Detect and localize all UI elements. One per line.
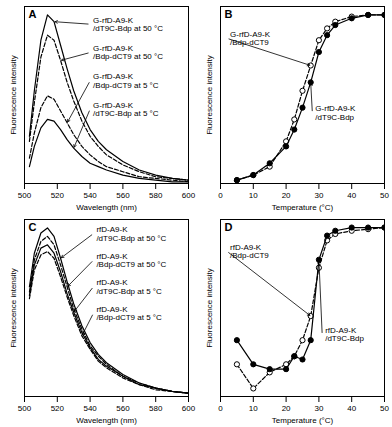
svg-text:10: 10: [249, 191, 258, 200]
svg-text:Temperature (°C): Temperature (°C): [272, 416, 334, 425]
svg-text:520: 520: [51, 404, 65, 413]
svg-text:Temperature (°C): Temperature (°C): [272, 203, 334, 212]
svg-text:G-rfD-A9-K/dT9C-Bdp at 5 °C: G-rfD-A9-K/dT9C-Bdp at 5 °C: [93, 101, 159, 118]
svg-text:G-rfD-A9-K/dT9C-Bdp: G-rfD-A9-K/dT9C-Bdp: [315, 104, 356, 121]
svg-text:A: A: [29, 8, 37, 20]
svg-text:20: 20: [282, 404, 291, 413]
svg-text:540: 540: [83, 404, 97, 413]
svg-text:560: 560: [116, 404, 130, 413]
svg-text:50: 50: [380, 404, 389, 413]
svg-text:rfD-A9-K/dT9C-Bdp at 5 °C: rfD-A9-K/dT9C-Bdp at 5 °C: [96, 278, 162, 295]
svg-text:500: 500: [18, 191, 32, 200]
svg-text:600: 600: [182, 191, 196, 200]
svg-text:Fluorescence intensity: Fluorescence intensity: [9, 55, 18, 135]
svg-text:G-rfD-A9-K/Bdp-dCT9 at 50 °C: G-rfD-A9-K/Bdp-dCT9 at 50 °C: [93, 44, 163, 61]
svg-text:580: 580: [149, 191, 163, 200]
svg-text:10: 10: [249, 404, 258, 413]
svg-text:B: B: [225, 8, 233, 20]
svg-text:0: 0: [218, 191, 223, 200]
svg-text:Wavelength (nm): Wavelength (nm): [76, 203, 137, 212]
svg-text:rfD-A9-K/Bdp-dCT9 at 50 °C: rfD-A9-K/Bdp-dCT9 at 50 °C: [96, 252, 166, 269]
svg-text:520: 520: [51, 191, 65, 200]
svg-text:rfD-A9-K/dT9C-Bdp at 50 °C: rfD-A9-K/dT9C-Bdp at 50 °C: [96, 225, 166, 242]
svg-text:0: 0: [218, 404, 223, 413]
svg-text:20: 20: [282, 191, 291, 200]
svg-text:rfD-A9-K/dT9C-Bdp: rfD-A9-K/dT9C-Bdp: [325, 326, 364, 343]
svg-text:Fluorescence intensity: Fluorescence intensity: [9, 268, 18, 348]
svg-text:50: 50: [380, 191, 389, 200]
svg-text:600: 600: [182, 404, 196, 413]
svg-text:30: 30: [314, 404, 323, 413]
svg-text:Wavelength (nm): Wavelength (nm): [76, 416, 137, 425]
svg-text:G-rfD-A9-K/dT9C-Bdp at 50 °C: G-rfD-A9-K/dT9C-Bdp at 50 °C: [93, 16, 163, 33]
svg-text:580: 580: [149, 404, 163, 413]
svg-text:540: 540: [83, 191, 97, 200]
svg-text:500: 500: [18, 404, 32, 413]
svg-text:560: 560: [116, 191, 130, 200]
svg-text:40: 40: [347, 191, 356, 200]
svg-text:C: C: [29, 221, 37, 233]
svg-text:Fluorescence intensity: Fluorescence intensity: [205, 55, 214, 135]
svg-text:G-rfD-A9-K/Bdp-dCT9 at 5 °C: G-rfD-A9-K/Bdp-dCT9 at 5 °C: [93, 72, 159, 89]
svg-text:G-rfD-A9-K/Bdp-dCT9: G-rfD-A9-K/Bdp-dCT9: [230, 30, 271, 47]
svg-text:40: 40: [347, 404, 356, 413]
svg-text:30: 30: [314, 191, 323, 200]
svg-text:D: D: [225, 221, 233, 233]
svg-text:Fluorescence intensity: Fluorescence intensity: [205, 268, 214, 348]
svg-text:rfD-A9-K/Bdp-dCT9 at 5 °C: rfD-A9-K/Bdp-dCT9 at 5 °C: [96, 305, 162, 322]
svg-text:rfD-A9-K/Bdp-dCT9: rfD-A9-K/Bdp-dCT9: [230, 243, 269, 260]
